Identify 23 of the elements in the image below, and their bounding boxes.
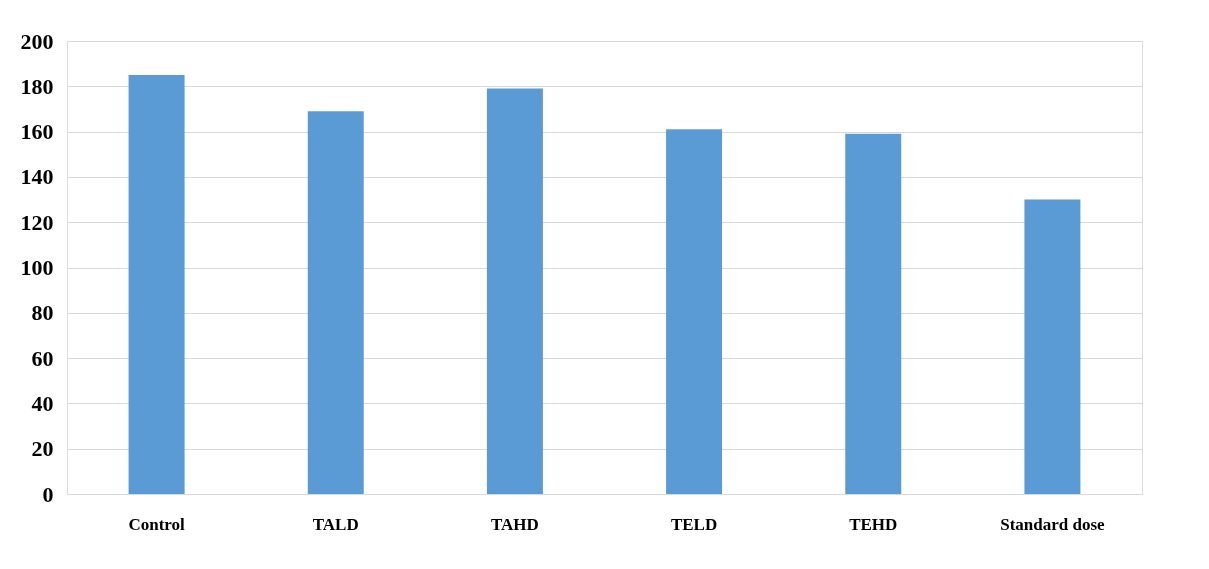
x-tick-label: TELD bbox=[670, 514, 718, 534]
bar bbox=[128, 74, 185, 494]
x-tick-label: TALD bbox=[312, 514, 359, 534]
x-tick-label: Standard dose bbox=[1000, 514, 1106, 534]
y-tick-label: 60 bbox=[31, 345, 54, 371]
bar bbox=[486, 88, 543, 494]
y-tick-label: 140 bbox=[20, 164, 54, 190]
x-tick-label: Control bbox=[128, 514, 186, 534]
y-tick-label: 100 bbox=[20, 255, 54, 280]
y-tick-label: 40 bbox=[31, 390, 54, 416]
bar bbox=[666, 129, 723, 494]
y-tick-label: 0 bbox=[42, 481, 54, 507]
bar bbox=[1024, 199, 1081, 494]
y-tick-label: 80 bbox=[31, 300, 54, 326]
bar bbox=[845, 133, 902, 494]
bar bbox=[307, 111, 364, 494]
x-tick-label: TAHD bbox=[490, 514, 539, 534]
y-tick-label: 160 bbox=[20, 119, 54, 145]
x-tick-label: TEHD bbox=[849, 514, 898, 534]
y-tick-label: 200 bbox=[20, 28, 54, 54]
y-tick-label: 120 bbox=[20, 209, 54, 235]
y-tick-label: 20 bbox=[31, 436, 54, 462]
y-tick-label: 180 bbox=[20, 73, 54, 99]
